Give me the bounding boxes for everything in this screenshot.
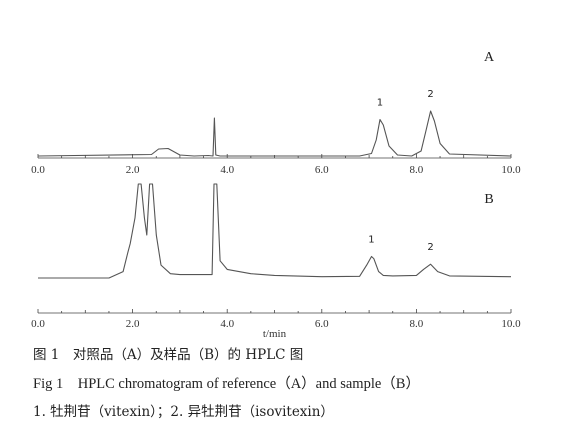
x-tick-label: 0.0 — [31, 164, 45, 176]
chromatogram-trace-b — [38, 183, 512, 279]
x-tick-label: 8.0 — [410, 164, 424, 176]
panel-letter: A — [484, 50, 495, 65]
x-tick-label: 10.0 — [501, 164, 521, 176]
x-tick-label: 6.0 — [315, 164, 329, 176]
x-axis-title: t/min — [263, 328, 287, 340]
x-tick-label: 0.0 — [31, 318, 45, 330]
peak-label-1: 1 — [368, 235, 374, 246]
caption-peak-legend: 1. 牡荆苷（vitexin）；2. 异牡荆苷（isovitexin） — [33, 404, 334, 420]
chromatogram-panel-a: 0.0 2.0 4.0 6.0 8.0 10.0 A 1 2 — [31, 50, 521, 176]
caption-chinese: 图 1 对照品（A）及样品（B）的 HPLC 图 — [33, 347, 304, 363]
x-tick-label: 2.0 — [126, 164, 140, 176]
x-tick-label: 4.0 — [220, 318, 234, 330]
x-tick-label: 6.0 — [315, 318, 329, 330]
x-tick-label: 2.0 — [126, 318, 140, 330]
peak-label-2: 2 — [427, 89, 433, 100]
x-tick-label: 10.0 — [501, 318, 521, 330]
x-tick-label: 8.0 — [410, 318, 424, 330]
caption-english: Fig 1 HPLC chromatogram of reference（A）a… — [33, 376, 420, 392]
chromatogram-panel-b: 0.0 2.0 4.0 6.0 8.0 10.0 B 1 2 t/min — [31, 183, 521, 340]
chromatogram-trace-a — [37, 110, 512, 157]
peak-label-1: 1 — [377, 98, 383, 109]
x-tick-label: 4.0 — [220, 164, 234, 176]
peak-label-2: 2 — [427, 242, 433, 253]
panel-letter: B — [484, 192, 493, 207]
